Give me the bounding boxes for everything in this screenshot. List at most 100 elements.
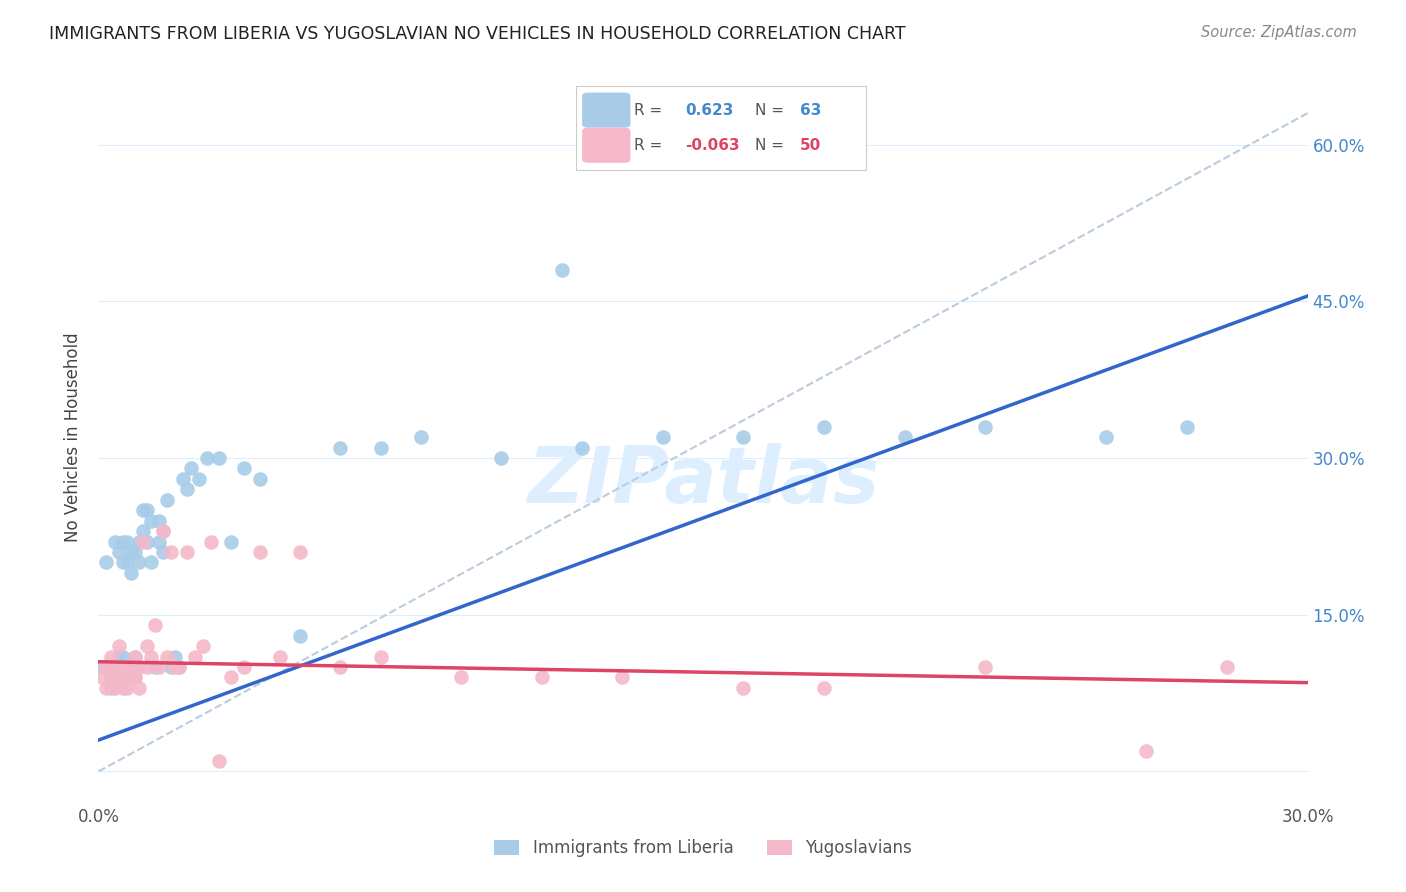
- Text: N =: N =: [755, 137, 785, 153]
- Point: [120, 545, 142, 559]
- Point: [156, 492, 179, 507]
- Text: ZIPatlas: ZIPatlas: [527, 443, 879, 519]
- Text: Source: ZipAtlas.com: Source: ZipAtlas.com: [1201, 25, 1357, 40]
- Point: [733, 430, 755, 444]
- Point: [176, 545, 198, 559]
- Point: [132, 524, 155, 538]
- FancyBboxPatch shape: [576, 86, 866, 170]
- Point: [107, 545, 129, 559]
- Point: [128, 556, 150, 570]
- Point: [135, 639, 157, 653]
- Point: [128, 534, 150, 549]
- Point: [96, 556, 118, 570]
- Point: [148, 534, 170, 549]
- Point: [132, 534, 155, 549]
- Point: [160, 545, 183, 559]
- Point: [612, 670, 634, 684]
- Point: [107, 639, 129, 653]
- Point: [813, 681, 835, 695]
- Legend: Immigrants from Liberia, Yugoslavians: Immigrants from Liberia, Yugoslavians: [488, 832, 918, 864]
- Point: [651, 430, 673, 444]
- Point: [111, 660, 134, 674]
- Point: [167, 660, 190, 674]
- Point: [152, 545, 174, 559]
- Point: [100, 670, 122, 684]
- FancyBboxPatch shape: [582, 93, 630, 128]
- Point: [893, 430, 915, 444]
- Text: IMMIGRANTS FROM LIBERIA VS YUGOSLAVIAN NO VEHICLES IN HOUSEHOLD CORRELATION CHAR: IMMIGRANTS FROM LIBERIA VS YUGOSLAVIAN N…: [49, 25, 905, 43]
- Point: [100, 681, 122, 695]
- Point: [107, 649, 129, 664]
- Text: 63: 63: [800, 103, 821, 118]
- Point: [143, 660, 166, 674]
- Point: [111, 534, 134, 549]
- Point: [184, 649, 207, 664]
- Point: [103, 660, 125, 674]
- Point: [176, 483, 198, 497]
- Point: [221, 534, 243, 549]
- Point: [128, 660, 150, 674]
- Point: [450, 670, 472, 684]
- Point: [1216, 660, 1239, 674]
- Point: [733, 681, 755, 695]
- Point: [200, 534, 222, 549]
- Point: [974, 419, 997, 434]
- Point: [370, 441, 392, 455]
- Point: [208, 754, 231, 768]
- Point: [91, 660, 114, 674]
- Text: R =: R =: [634, 137, 662, 153]
- Point: [329, 441, 352, 455]
- Point: [124, 649, 146, 664]
- Point: [370, 649, 392, 664]
- Point: [100, 649, 122, 664]
- Point: [139, 556, 162, 570]
- Text: 0.623: 0.623: [685, 103, 734, 118]
- Point: [103, 681, 125, 695]
- Point: [132, 503, 155, 517]
- Point: [120, 660, 142, 674]
- Point: [107, 670, 129, 684]
- Point: [111, 649, 134, 664]
- Point: [124, 649, 146, 664]
- Point: [163, 660, 186, 674]
- Point: [135, 660, 157, 674]
- Point: [172, 472, 194, 486]
- Point: [288, 545, 311, 559]
- Point: [491, 450, 513, 465]
- Point: [1135, 743, 1157, 757]
- Point: [135, 534, 157, 549]
- Text: -0.063: -0.063: [685, 137, 740, 153]
- Point: [551, 263, 574, 277]
- Point: [193, 639, 215, 653]
- Point: [1175, 419, 1198, 434]
- Point: [249, 472, 271, 486]
- Point: [232, 660, 254, 674]
- Text: N =: N =: [755, 103, 785, 118]
- Point: [221, 670, 243, 684]
- Point: [135, 503, 157, 517]
- Point: [120, 566, 142, 580]
- Point: [96, 660, 118, 674]
- Point: [180, 461, 202, 475]
- Point: [188, 472, 211, 486]
- Point: [163, 649, 186, 664]
- Point: [124, 545, 146, 559]
- Point: [120, 670, 142, 684]
- Point: [115, 534, 138, 549]
- Y-axis label: No Vehicles in Household: No Vehicles in Household: [65, 332, 83, 542]
- Point: [152, 524, 174, 538]
- Point: [107, 670, 129, 684]
- Point: [329, 660, 352, 674]
- Point: [103, 660, 125, 674]
- Point: [111, 660, 134, 674]
- Point: [160, 660, 183, 674]
- Point: [974, 660, 997, 674]
- Point: [115, 556, 138, 570]
- Point: [120, 660, 142, 674]
- Point: [208, 450, 231, 465]
- Point: [143, 618, 166, 632]
- Point: [124, 670, 146, 684]
- Point: [813, 419, 835, 434]
- Point: [103, 534, 125, 549]
- Point: [530, 670, 553, 684]
